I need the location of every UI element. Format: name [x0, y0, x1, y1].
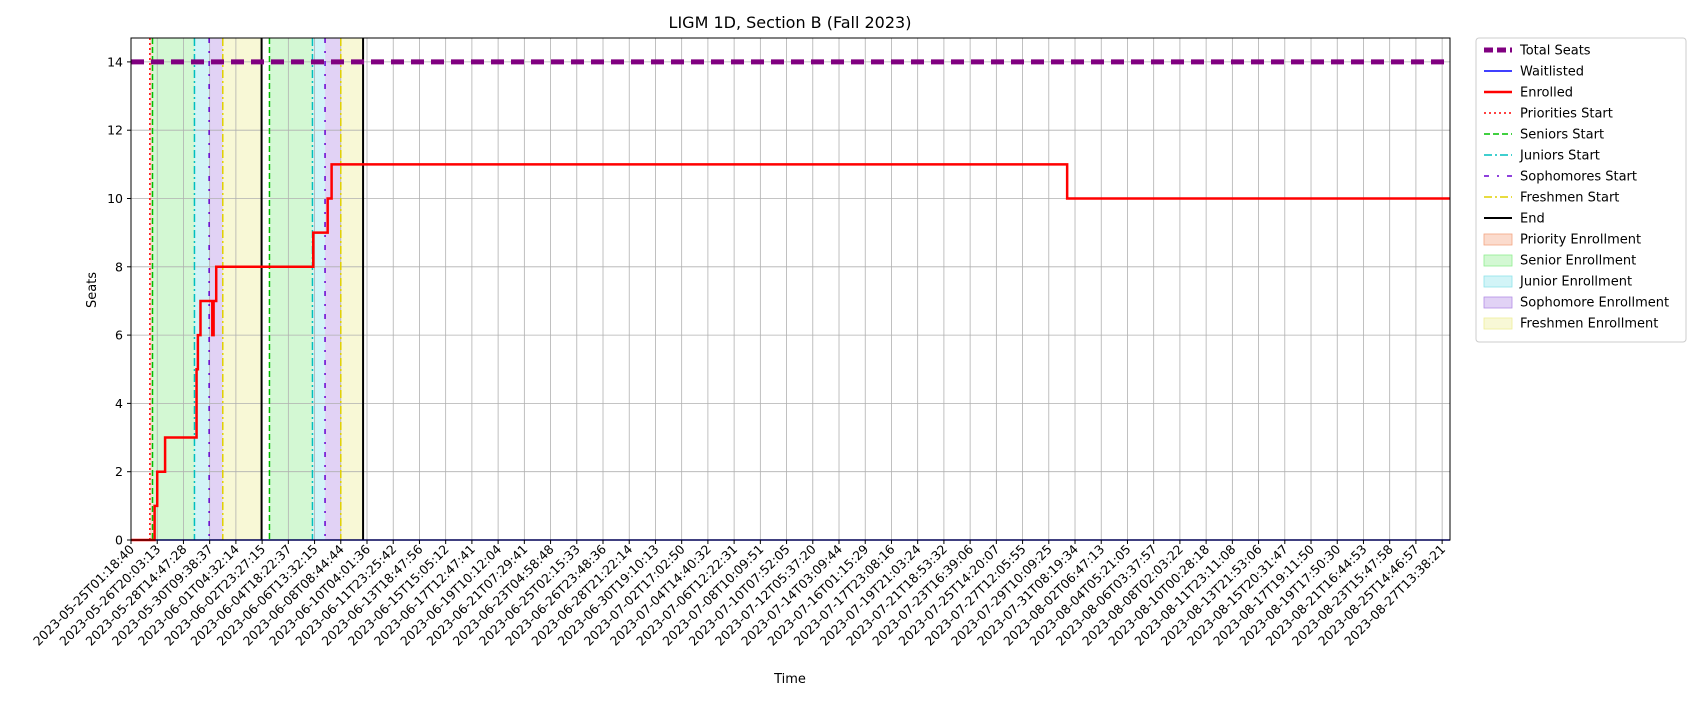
- x-axis-ticks: 2023-05-25T01:18:402023-05-26T20:03:1320…: [30, 540, 1448, 649]
- y-tick-label: 2: [115, 464, 123, 479]
- legend-label: Juniors Start: [1519, 149, 1600, 164]
- band-freshmen-enrollment: [340, 38, 364, 540]
- y-tick-label: 10: [107, 191, 123, 206]
- y-axis-label: Seats: [85, 272, 100, 308]
- plot-frame: [130, 37, 1451, 541]
- chart-title: LIGM 1D, Section B (Fall 2023): [669, 13, 912, 32]
- band-senior-enrollment: [269, 38, 313, 540]
- y-tick-label: 12: [107, 123, 123, 138]
- enrollment-bands: [149, 38, 364, 540]
- phase-markers: [149, 38, 365, 540]
- x-axis-label: Time: [773, 672, 806, 687]
- y-axis-ticks: 0 2 4 6 8 10 12 14: [107, 54, 131, 548]
- legend-label: Sophomore Enrollment: [1520, 296, 1669, 311]
- band-junior-enrollment: [194, 38, 210, 540]
- legend: Total Seats Waitlisted Enrolled Priorities …: [1475, 37, 1687, 343]
- y-tick-label: 4: [115, 396, 123, 411]
- legend-label: Enrolled: [1520, 86, 1573, 101]
- legend-label: Freshmen Enrollment: [1520, 317, 1658, 332]
- band-priority-enrollment: [149, 38, 153, 540]
- y-tick-label: 8: [115, 259, 123, 274]
- band-junior-enrollment: [312, 38, 326, 540]
- legend-label: Total Seats: [1519, 44, 1591, 59]
- y-tick-label: 6: [115, 328, 123, 343]
- legend-swatch: [1483, 275, 1513, 288]
- legend-label: End: [1520, 212, 1545, 227]
- legend-label: Seniors Start: [1520, 128, 1604, 143]
- legend-label: Priority Enrollment: [1520, 233, 1641, 248]
- legend-box: [1475, 37, 1687, 343]
- legend-label: Freshmen Start: [1520, 191, 1619, 206]
- band-freshmen-enrollment: [222, 38, 262, 540]
- legend-swatch: [1483, 233, 1513, 246]
- band-senior-enrollment: [152, 38, 195, 540]
- legend-label: Waitlisted: [1520, 65, 1584, 80]
- series-enrolled: [131, 163, 1450, 542]
- legend-swatch: [1483, 296, 1513, 309]
- legend-swatch: [1483, 317, 1513, 330]
- legend-label: Sophomores Start: [1520, 170, 1637, 185]
- legend-swatch: [1483, 254, 1513, 267]
- y-tick-label: 0: [115, 533, 123, 548]
- legend-label: Junior Enrollment: [1519, 275, 1632, 290]
- band-sophomore-enrollment: [325, 38, 341, 540]
- y-tick-label: 14: [107, 54, 123, 69]
- legend-label: Priorities Start: [1520, 107, 1613, 122]
- legend-label: Senior Enrollment: [1520, 254, 1636, 269]
